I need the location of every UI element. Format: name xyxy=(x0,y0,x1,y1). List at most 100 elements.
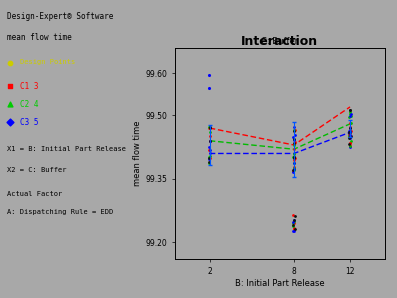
Point xyxy=(346,130,353,134)
Point xyxy=(291,156,298,160)
Point xyxy=(291,168,297,173)
Point xyxy=(347,125,353,130)
Point xyxy=(347,129,354,134)
Point xyxy=(347,114,353,118)
Point xyxy=(206,144,212,149)
Point xyxy=(290,134,297,139)
Point xyxy=(347,120,353,125)
Point xyxy=(291,161,297,166)
Point xyxy=(291,155,297,159)
Point xyxy=(290,167,297,172)
Point xyxy=(291,129,297,134)
Text: Design-Expert® Software: Design-Expert® Software xyxy=(7,12,113,21)
Text: C: Buffer: C: Buffer xyxy=(261,37,299,46)
Point xyxy=(206,130,213,135)
Text: X1 = B: Initial Part Release: X1 = B: Initial Part Release xyxy=(7,146,126,152)
Title: Interaction: Interaction xyxy=(241,35,318,48)
Point xyxy=(206,161,212,166)
Text: mean flow time: mean flow time xyxy=(7,33,71,42)
Point xyxy=(347,131,353,136)
Point xyxy=(347,144,353,148)
Point xyxy=(291,213,298,218)
Point xyxy=(291,147,297,152)
Point xyxy=(291,218,297,222)
Point xyxy=(290,155,297,160)
Point xyxy=(290,223,297,228)
Point xyxy=(347,114,354,119)
Text: Actual Factor: Actual Factor xyxy=(7,191,62,197)
Point xyxy=(207,134,214,139)
Point xyxy=(291,218,297,223)
Point xyxy=(290,169,297,173)
X-axis label: B: Initial Part Release: B: Initial Part Release xyxy=(235,279,325,288)
Point xyxy=(291,155,297,160)
Point xyxy=(347,144,354,148)
Point xyxy=(207,125,213,130)
Point xyxy=(346,128,353,133)
Point xyxy=(347,134,353,139)
Point xyxy=(347,134,353,139)
Point xyxy=(207,156,213,161)
Point xyxy=(206,86,212,90)
Point xyxy=(206,73,212,77)
Point xyxy=(346,131,353,136)
Text: C2 4: C2 4 xyxy=(21,100,39,109)
Point xyxy=(206,125,213,130)
Point xyxy=(290,213,297,218)
Point xyxy=(347,109,353,114)
Point xyxy=(290,223,297,228)
Point xyxy=(291,140,297,145)
Point xyxy=(291,227,298,232)
Point xyxy=(290,219,297,224)
Point xyxy=(347,128,354,133)
Text: C3 5: C3 5 xyxy=(21,118,39,127)
Text: Design Points: Design Points xyxy=(21,59,76,65)
Point xyxy=(291,166,297,171)
Text: A: Dispatching Rule = EDD: A: Dispatching Rule = EDD xyxy=(7,209,113,215)
Point xyxy=(347,121,354,125)
Point xyxy=(207,138,214,143)
Point xyxy=(290,170,297,175)
Point xyxy=(206,148,212,152)
Point xyxy=(346,133,353,138)
Point xyxy=(206,159,212,164)
Text: C1 3: C1 3 xyxy=(21,82,39,91)
Point xyxy=(291,225,297,230)
Point xyxy=(347,126,353,131)
Point xyxy=(347,139,354,143)
Point xyxy=(347,108,353,113)
Point xyxy=(346,114,353,119)
Point xyxy=(291,137,297,142)
Point xyxy=(346,135,353,140)
Point xyxy=(347,108,353,113)
Point xyxy=(206,125,213,130)
Point xyxy=(290,142,297,147)
Point xyxy=(346,130,353,134)
Point xyxy=(347,130,353,134)
Point xyxy=(206,155,212,159)
Point xyxy=(206,155,213,160)
Point xyxy=(291,128,298,133)
Point xyxy=(291,127,298,132)
Point xyxy=(291,139,298,144)
Point xyxy=(291,152,298,157)
Point xyxy=(291,164,297,169)
Point xyxy=(347,133,354,138)
Point xyxy=(347,111,353,116)
Point xyxy=(291,158,297,163)
Point xyxy=(346,134,353,139)
Point xyxy=(346,142,353,147)
Point xyxy=(347,140,353,145)
Point xyxy=(347,141,353,145)
Point xyxy=(206,125,212,130)
Point xyxy=(347,130,353,134)
Point xyxy=(347,145,353,149)
Point xyxy=(347,134,353,138)
Y-axis label: mean flow time: mean flow time xyxy=(133,121,143,186)
Point xyxy=(290,161,297,166)
Point xyxy=(347,130,353,134)
Text: X2 = C: Buffer: X2 = C: Buffer xyxy=(7,167,66,173)
Point xyxy=(291,229,297,233)
Point xyxy=(291,132,298,137)
Point xyxy=(290,220,297,225)
